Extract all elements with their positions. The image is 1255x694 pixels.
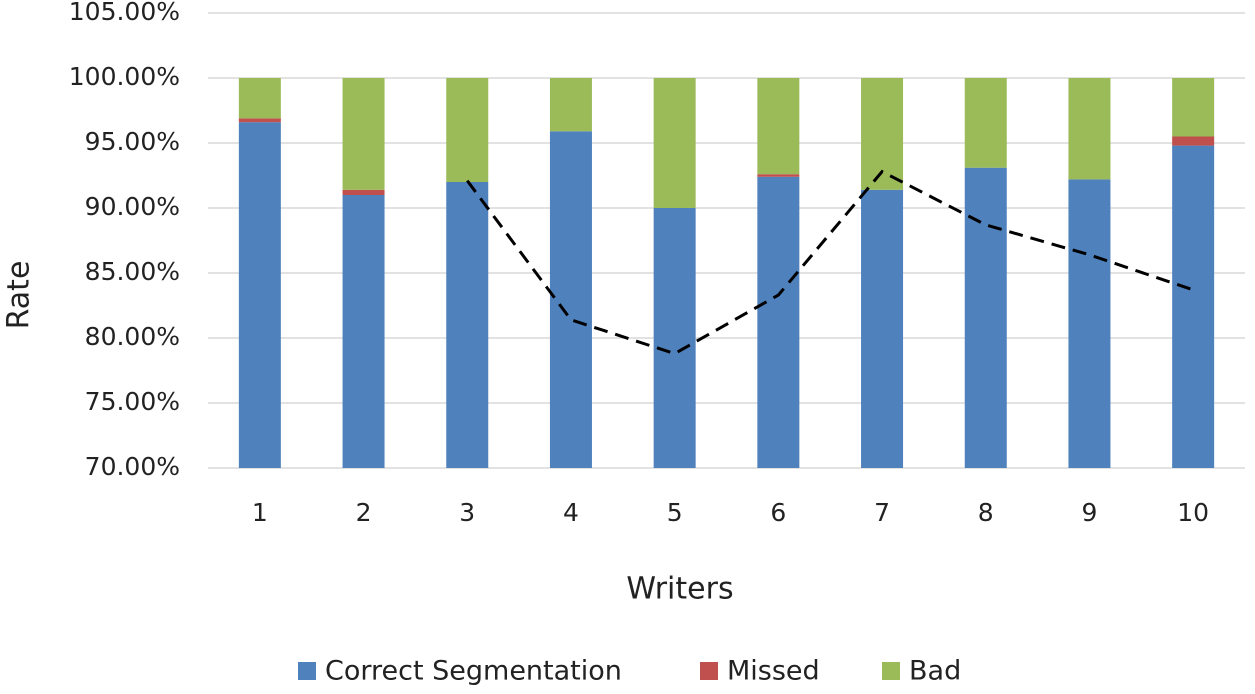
bar-segment [653, 78, 696, 208]
bar-segment [964, 78, 1007, 168]
y-tick-label: 90.00% [85, 192, 180, 221]
x-tick-label: 10 [1177, 498, 1209, 527]
bar-segment [1068, 179, 1111, 468]
x-axis-label: Writers [626, 572, 733, 607]
bar-segment [238, 78, 281, 119]
bar-segment [446, 78, 489, 182]
legend-label: Missed [727, 656, 820, 687]
legend-swatch [882, 662, 900, 680]
bar-segment [446, 182, 489, 468]
y-tick-label: 85.00% [85, 257, 180, 286]
y-tick-label: 75.00% [85, 387, 180, 416]
legend-item: Correct Segmentation [298, 656, 622, 687]
y-axis-label: Rate [2, 261, 37, 330]
y-tick-label: 70.00% [85, 452, 180, 481]
bar-segment [549, 78, 592, 132]
bar-segment [342, 78, 385, 190]
bar-segment [342, 189, 385, 195]
y-tick-label: 100.00% [69, 62, 180, 91]
bar-segment [1172, 78, 1215, 137]
x-tick-label: 2 [356, 498, 372, 527]
bar-segment [757, 176, 800, 469]
y-tick-label: 105.00% [69, 0, 180, 26]
x-tick-label: 3 [459, 498, 475, 527]
x-tick-label: 1 [252, 498, 268, 527]
bar-segment [653, 208, 696, 468]
y-tick-label: 95.00% [85, 127, 180, 156]
x-tick-label: 6 [770, 498, 786, 527]
y-tick-label: 80.00% [85, 322, 180, 351]
legend-swatch [298, 662, 316, 680]
legend-label: Bad [909, 656, 961, 687]
legend-swatch [700, 662, 718, 680]
legend-item: Bad [882, 656, 961, 687]
bar-segment [342, 195, 385, 468]
bar-segment [757, 174, 800, 177]
bar-segment [238, 118, 281, 123]
legend-item: Missed [700, 656, 820, 687]
bar-segment [549, 131, 592, 469]
x-tick-label: 9 [1081, 498, 1097, 527]
bar-segment [1172, 136, 1215, 146]
bar-segment [964, 167, 1007, 468]
bar-segment [1068, 78, 1111, 180]
x-tick-label: 7 [874, 498, 890, 527]
x-tick-label: 5 [667, 498, 683, 527]
x-tick-label: 4 [563, 498, 579, 527]
bar-segment [757, 78, 800, 175]
legend-label: Correct Segmentation [325, 656, 622, 687]
x-tick-label: 8 [978, 498, 994, 527]
bar-segment [861, 189, 904, 469]
bar-segment [1172, 145, 1215, 468]
bar-segment [238, 122, 281, 468]
